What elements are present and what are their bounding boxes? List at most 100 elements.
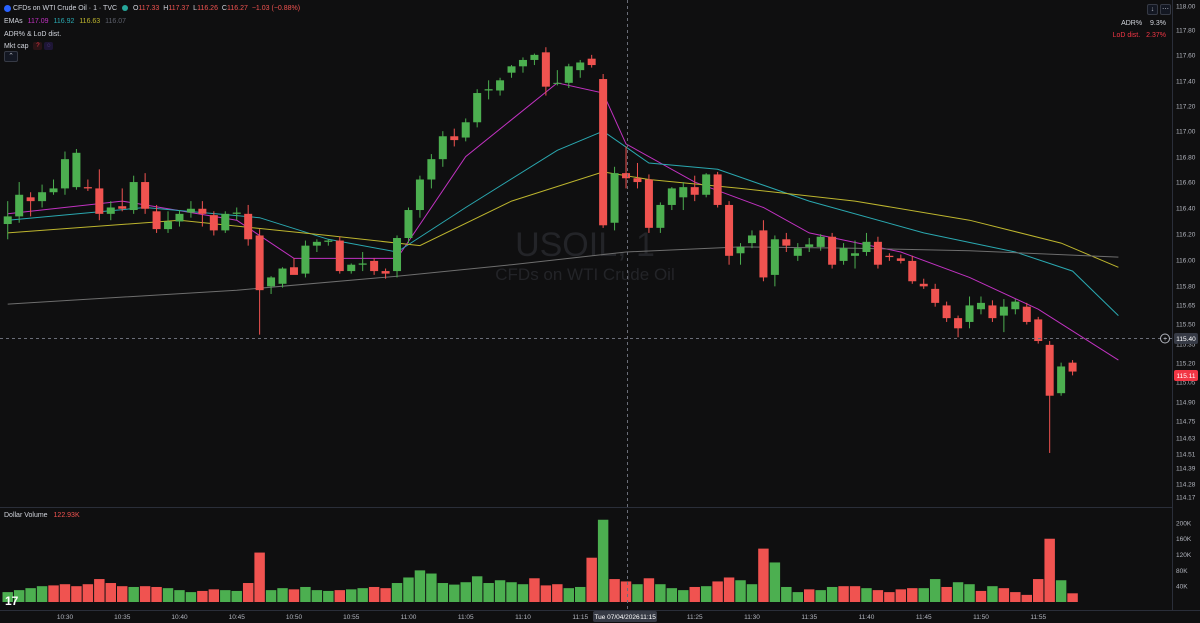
volume-bar bbox=[311, 590, 323, 602]
candle bbox=[782, 232, 791, 252]
mktcap-indicator-label[interactable]: Mkt cap bbox=[4, 43, 29, 50]
time-tick-label: 11:00 bbox=[401, 614, 417, 621]
data-source-icon[interactable]: ◌ bbox=[44, 42, 54, 51]
candle-body bbox=[587, 58, 596, 66]
volume-bar bbox=[403, 577, 414, 602]
candle-body bbox=[72, 152, 81, 188]
volume-bar bbox=[94, 579, 105, 602]
price-tick-label: 115.05 bbox=[1176, 380, 1196, 387]
price-tick-label: 114.90 bbox=[1176, 400, 1196, 407]
volume-bar bbox=[494, 580, 506, 602]
candle bbox=[221, 211, 230, 233]
candle-body bbox=[438, 136, 447, 160]
candle bbox=[690, 175, 699, 202]
volume-axis[interactable]: 200K 160K 120K 80K 40K bbox=[1176, 520, 1192, 590]
volume-bar bbox=[666, 588, 678, 602]
candle-body bbox=[324, 240, 333, 242]
volume-bar bbox=[13, 590, 25, 602]
crosshair-time-label: 11:15 bbox=[640, 614, 656, 621]
candle bbox=[610, 166, 619, 231]
candle-body bbox=[999, 306, 1008, 316]
candle bbox=[587, 54, 596, 68]
candle-body bbox=[599, 79, 608, 226]
candle bbox=[244, 204, 253, 246]
candle bbox=[484, 80, 493, 100]
candle bbox=[358, 252, 367, 272]
candle-body bbox=[152, 211, 161, 230]
tradingview-logo[interactable]: 17 bbox=[5, 594, 19, 608]
candle bbox=[312, 239, 321, 252]
candle-body bbox=[725, 204, 734, 256]
volume-bar bbox=[368, 586, 380, 602]
volume-bar bbox=[71, 586, 82, 602]
candle bbox=[415, 175, 424, 218]
volume-bar bbox=[334, 590, 345, 602]
candle-body bbox=[656, 204, 665, 228]
candle bbox=[633, 162, 642, 189]
warning-icon[interactable]: ? bbox=[33, 42, 43, 51]
add-alert-icon[interactable] bbox=[1160, 333, 1170, 344]
candle-body bbox=[255, 235, 264, 291]
candle-body bbox=[1034, 319, 1043, 342]
candle bbox=[770, 235, 779, 287]
down-arrow-icon[interactable]: ↓ bbox=[1147, 4, 1158, 15]
candle-body bbox=[221, 213, 230, 231]
candle-body bbox=[622, 173, 631, 179]
candle bbox=[164, 211, 173, 233]
lod-value: 2.37% bbox=[1146, 32, 1166, 39]
candle-body bbox=[347, 264, 356, 272]
candle bbox=[862, 232, 871, 256]
candle-body bbox=[976, 302, 985, 310]
candle bbox=[450, 128, 459, 147]
ema-value-1: 117.09 bbox=[27, 18, 49, 25]
price-tick-label: 115.50 bbox=[1176, 322, 1196, 329]
ema-value-3: 116.63 bbox=[79, 18, 101, 25]
symbol-icon bbox=[4, 4, 11, 12]
candle bbox=[965, 296, 974, 329]
candle-body bbox=[942, 305, 951, 319]
candle bbox=[576, 59, 585, 78]
crosshair-price-label: 115.40 bbox=[1176, 336, 1196, 343]
symbol-title[interactable]: CFDs on WTI Crude Oil · 1 · TVC bbox=[12, 5, 118, 12]
volume-label[interactable]: Dollar Volume bbox=[4, 512, 48, 519]
volume-bar bbox=[540, 585, 552, 602]
candle bbox=[976, 296, 985, 315]
candle bbox=[873, 236, 882, 269]
time-tick-label: 11:05 bbox=[458, 614, 474, 621]
candle-body bbox=[759, 230, 768, 278]
candle bbox=[679, 182, 688, 211]
candle bbox=[370, 258, 379, 275]
time-tick-label: 11:30 bbox=[744, 614, 760, 621]
volume-bar bbox=[277, 588, 288, 602]
candle-body bbox=[793, 248, 802, 256]
watermark-name: CFDs on WTI Crude Oil bbox=[495, 265, 674, 284]
candle-body bbox=[507, 66, 516, 73]
volume-bar bbox=[678, 590, 689, 602]
volume-bar bbox=[804, 589, 815, 602]
ema-indicator-label[interactable]: EMAs bbox=[4, 18, 23, 25]
candle-body bbox=[839, 248, 848, 261]
collapse-legend-button[interactable]: ⌃ bbox=[4, 51, 18, 62]
candle-body bbox=[164, 221, 173, 230]
volume-bar bbox=[655, 584, 666, 602]
candle-body bbox=[908, 260, 917, 282]
ema-line-1 bbox=[7, 82, 1119, 361]
more-options-icon[interactable]: ⋯ bbox=[1160, 4, 1171, 15]
volume-bar bbox=[380, 588, 391, 602]
candle-body bbox=[301, 245, 310, 274]
price-tick-label: 116.80 bbox=[1176, 155, 1196, 162]
time-tick-label: 11:45 bbox=[916, 614, 932, 621]
adr-indicator-label[interactable]: ADR% & LoD dist. bbox=[4, 31, 62, 38]
price-tick-label: 114.51 bbox=[1176, 452, 1196, 459]
price-axis[interactable]: 118.00 117.80 117.60 117.40 117.20 117.00 116.… bbox=[1176, 4, 1196, 502]
volume-bar bbox=[952, 582, 964, 602]
candle-body bbox=[644, 179, 653, 228]
volume-bar bbox=[300, 586, 311, 602]
volume-tick-label: 120K bbox=[1176, 552, 1192, 559]
candle-body bbox=[805, 244, 814, 247]
watermark-symbol: USOIL, 1 bbox=[515, 226, 655, 264]
price-tick-label: 118.00 bbox=[1176, 4, 1196, 11]
volume-bar bbox=[36, 586, 48, 602]
candle bbox=[851, 240, 860, 269]
